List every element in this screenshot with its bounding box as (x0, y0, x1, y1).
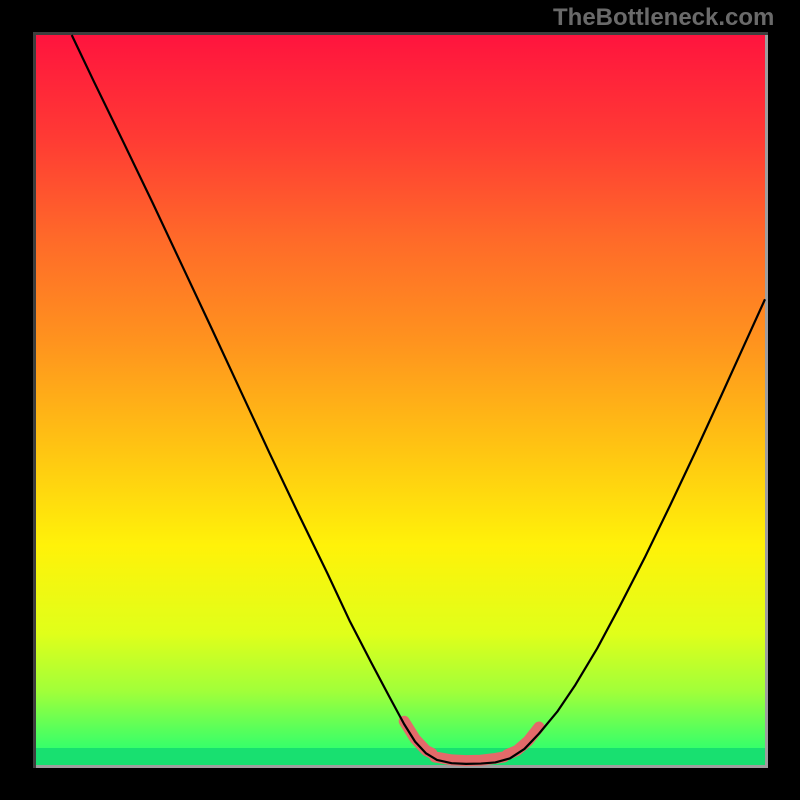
chart-stage: TheBottleneck.com (0, 0, 800, 800)
bottom-green-band (36, 748, 765, 765)
bevel-right (765, 35, 768, 768)
bevel-left (33, 32, 36, 768)
bevel-top (33, 32, 768, 35)
watermark-text: TheBottleneck.com (553, 4, 774, 32)
bevel-bottom (36, 765, 768, 768)
plot-gradient-area (36, 35, 765, 765)
